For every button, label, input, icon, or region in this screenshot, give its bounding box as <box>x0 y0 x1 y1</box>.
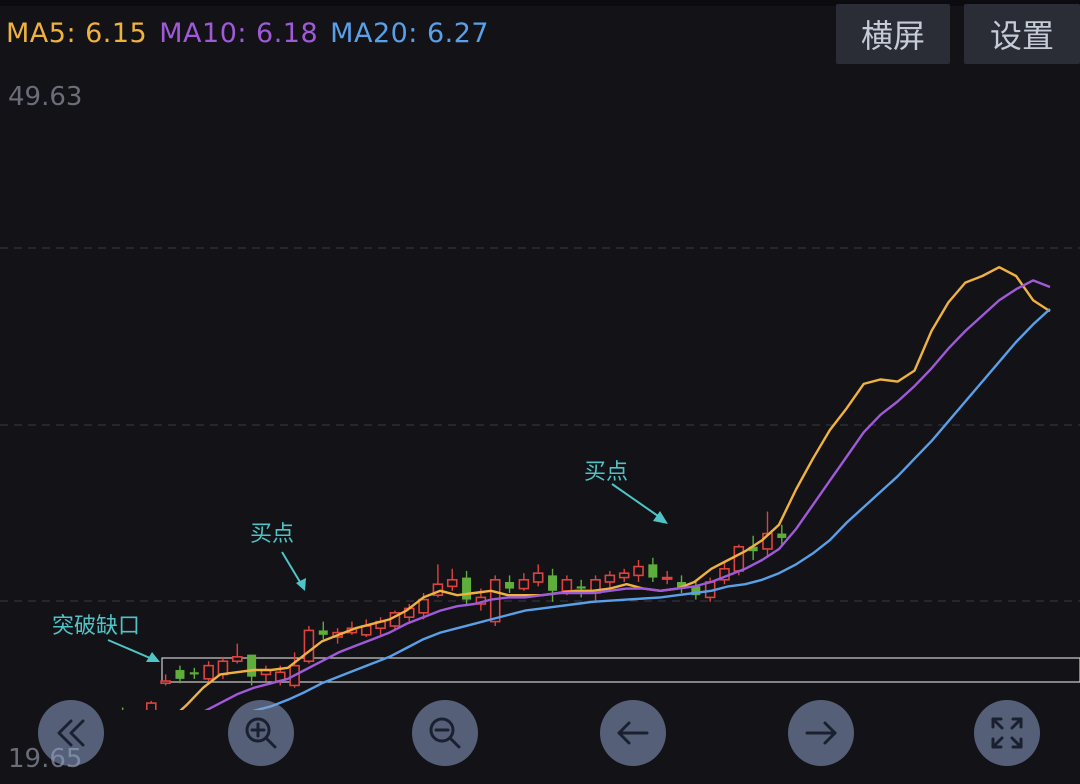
candle <box>576 579 586 598</box>
candle <box>677 575 687 593</box>
arrow-right-icon <box>805 721 837 745</box>
candle <box>231 643 243 664</box>
candle-body <box>418 598 429 614</box>
candle <box>160 674 171 686</box>
ma20-line <box>251 308 1051 710</box>
candle-body <box>604 574 616 583</box>
zoom-in-button[interactable] <box>228 700 294 766</box>
candle <box>548 568 558 602</box>
candle <box>777 524 787 547</box>
candles-group <box>121 511 787 710</box>
candle-body <box>518 578 530 590</box>
candle-body <box>175 670 185 679</box>
candle <box>121 707 124 710</box>
candle <box>146 700 157 710</box>
candle-body <box>762 532 773 550</box>
candle <box>505 575 515 593</box>
top-edge-strip <box>0 0 1080 6</box>
candle <box>618 568 630 582</box>
scroll-left-button[interactable] <box>600 700 666 766</box>
annotation-buy-point-2: 买点 <box>584 460 629 485</box>
candle <box>260 665 272 682</box>
ma10-value: MA10: 6.18 <box>159 18 319 49</box>
zoom-in-icon <box>245 717 277 749</box>
candle-body <box>146 702 157 710</box>
annotation-gap-breakout: 突破缺口 <box>52 614 141 639</box>
candle-body <box>561 578 573 592</box>
candle-body <box>462 577 472 600</box>
grid-lines <box>0 247 1080 602</box>
annotation-arrows <box>107 483 668 662</box>
fullscreen-button[interactable] <box>974 700 1040 766</box>
candle <box>762 511 773 556</box>
candle <box>719 562 730 585</box>
candle-body <box>691 586 701 596</box>
annotation-buy-point-1: 买点 <box>250 522 295 547</box>
candle <box>748 535 758 560</box>
fullscreen-icon <box>991 717 1023 749</box>
candle-body <box>203 664 214 680</box>
arrow-buy1 <box>281 551 301 583</box>
candle-body <box>189 672 199 675</box>
candle <box>462 570 472 607</box>
rewind-button[interactable] <box>38 700 104 766</box>
candle-body <box>748 546 758 552</box>
candle <box>318 621 328 640</box>
candle-body <box>777 533 787 538</box>
candle-body <box>303 629 315 663</box>
settings-button[interactable]: 设置 <box>964 4 1080 64</box>
scroll-right-button[interactable] <box>788 700 854 766</box>
candle <box>203 661 214 682</box>
zoom-out-button[interactable] <box>412 700 478 766</box>
ma-lines-group <box>179 266 1051 710</box>
ma5-line <box>179 266 1051 710</box>
ma-legend: MA5: 6.15 MA10: 6.18 MA20: 6.27 <box>6 18 501 49</box>
candle <box>633 559 644 582</box>
candle-body <box>247 654 257 677</box>
candle <box>532 564 544 587</box>
candle <box>661 570 673 585</box>
candle-body <box>318 630 328 635</box>
candle-body <box>446 578 458 588</box>
landscape-button[interactable]: 横屏 <box>836 4 950 64</box>
candle <box>303 626 315 664</box>
candle-body <box>576 586 586 589</box>
candle-body <box>489 578 501 623</box>
candle <box>604 570 616 589</box>
arrow-buy1-head <box>296 578 306 591</box>
ma20-value: MA20: 6.27 <box>330 18 490 49</box>
candle <box>360 619 372 638</box>
double-chevron-left-icon <box>57 719 85 747</box>
ma10-line <box>204 279 1051 710</box>
candle-body <box>661 576 673 580</box>
ma5-value: MA5: 6.15 <box>6 18 148 49</box>
candle-body <box>231 656 243 663</box>
arrow-gap-head <box>146 652 160 662</box>
candle-body <box>733 545 745 572</box>
candle-body <box>160 680 171 685</box>
candlestick-chart[interactable] <box>0 70 1080 710</box>
candle-body <box>432 583 444 596</box>
candle <box>648 557 658 582</box>
arrow-gap <box>107 639 151 659</box>
arrow-buy2-head <box>653 511 668 524</box>
candle-body <box>505 581 515 589</box>
candle <box>590 575 601 602</box>
arrow-left-icon <box>617 721 649 745</box>
gap-highlight-box <box>161 657 1080 683</box>
candle <box>175 665 185 684</box>
price-high-label: 49.63 <box>8 82 83 112</box>
candle <box>446 568 458 591</box>
candle-body <box>548 575 558 591</box>
candle-body <box>532 572 544 583</box>
zoom-out-icon <box>429 717 461 749</box>
candle-body <box>677 581 687 589</box>
candle <box>518 573 530 591</box>
candle <box>189 667 199 679</box>
candle-body <box>633 565 644 577</box>
candle-body <box>618 572 630 579</box>
arrow-buy2 <box>611 483 659 517</box>
candle-body <box>648 564 658 578</box>
